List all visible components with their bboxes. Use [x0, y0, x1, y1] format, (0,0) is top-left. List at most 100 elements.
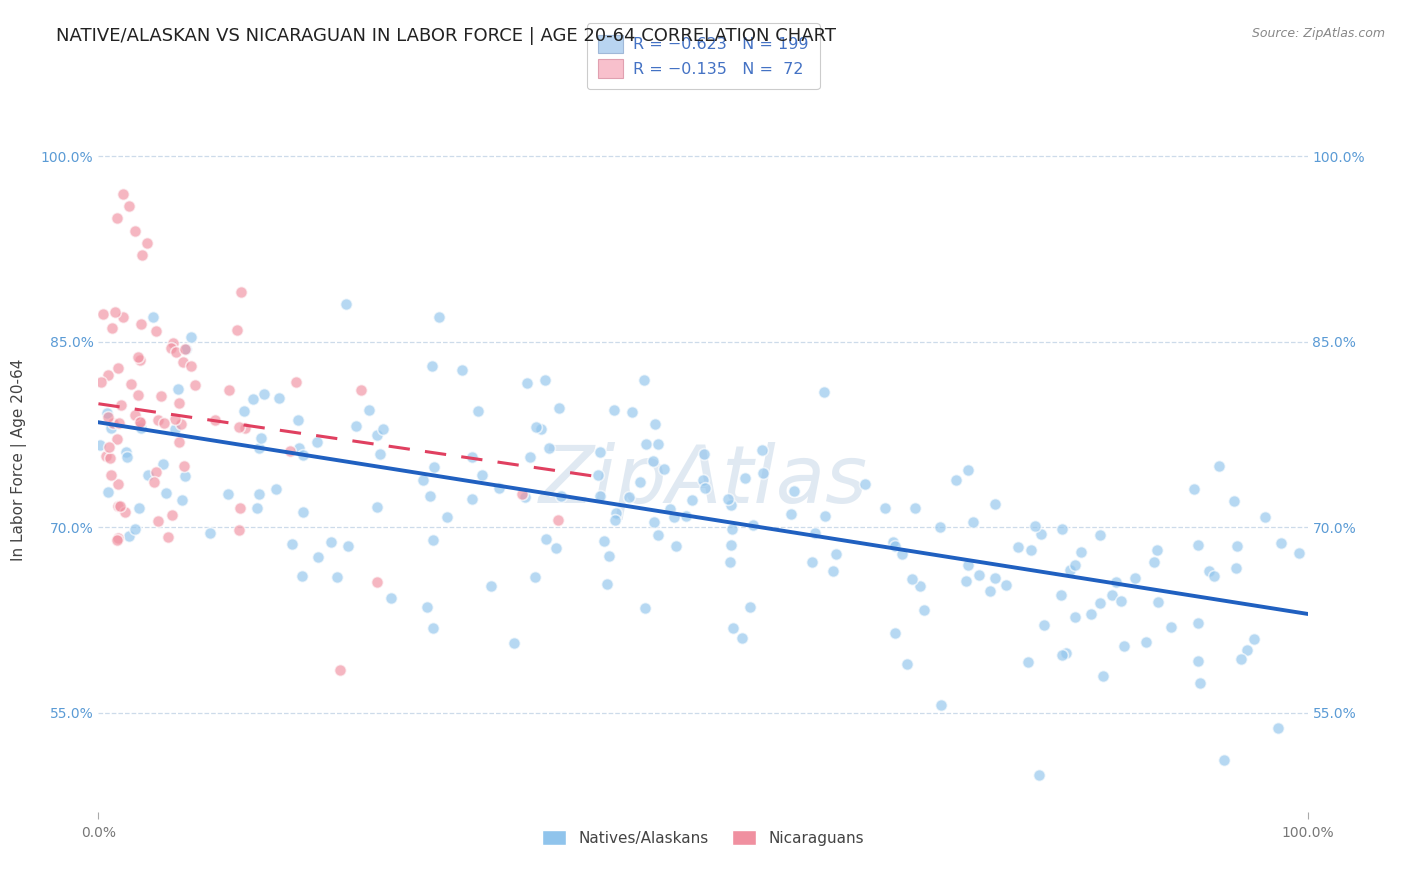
Point [152, 417, 174, 431]
Point [145, 325, 167, 339]
Point [479, 579, 502, 593]
Point [779, 507, 801, 521]
Point [233, 404, 256, 418]
Point [962, 515, 984, 529]
Point [135, 235, 157, 250]
Point [101, 417, 124, 431]
Point [246, 501, 269, 516]
Point [515, 490, 537, 504]
Point [107, 361, 129, 376]
Point [235, 421, 257, 435]
Point [884, 540, 907, 554]
Point [471, 467, 494, 482]
Point [368, 447, 391, 461]
Point [129, 416, 152, 430]
Point [165, 422, 187, 436]
Point [461, 450, 484, 465]
Point [891, 547, 914, 561]
Point [124, 224, 146, 238]
Point [380, 591, 402, 606]
Point [1114, 639, 1136, 653]
Point [957, 558, 980, 572]
Point [955, 574, 977, 589]
Point [104, 305, 127, 319]
Point [285, 375, 308, 389]
Point [156, 530, 179, 544]
Point [110, 500, 132, 514]
Point [436, 510, 458, 524]
Point [229, 285, 252, 299]
Point [1017, 655, 1039, 669]
Point [250, 431, 273, 445]
Point [884, 626, 907, 640]
Point [291, 448, 314, 462]
Point [1135, 635, 1157, 649]
Point [131, 317, 153, 331]
Point [1123, 571, 1146, 585]
Point [326, 570, 349, 584]
Point [127, 388, 149, 402]
Point [647, 437, 669, 451]
Point [100, 421, 122, 435]
Point [586, 468, 609, 483]
Point [128, 500, 150, 515]
Point [91, 307, 114, 321]
Point [98, 441, 121, 455]
Point [537, 441, 560, 455]
Point [96, 449, 118, 463]
Point [634, 437, 657, 451]
Point [1091, 669, 1114, 683]
Point [105, 211, 128, 226]
Point [1236, 642, 1258, 657]
Point [105, 533, 128, 547]
Point [136, 467, 159, 482]
Point [120, 376, 142, 391]
Point [605, 507, 627, 521]
Point [617, 490, 640, 504]
Point [603, 402, 626, 417]
Point [329, 663, 352, 677]
Point [422, 460, 444, 475]
Point [717, 492, 740, 507]
Point [593, 534, 616, 549]
Point [801, 555, 824, 569]
Point [1050, 522, 1073, 536]
Point [782, 483, 804, 498]
Point [1028, 767, 1050, 781]
Point [1007, 540, 1029, 554]
Point [321, 535, 343, 549]
Point [1024, 518, 1046, 533]
Point [1050, 588, 1073, 602]
Point [1243, 632, 1265, 646]
Point [658, 502, 681, 516]
Point [510, 487, 533, 501]
Point [652, 461, 675, 475]
Point [167, 396, 190, 410]
Point [160, 341, 183, 355]
Point [127, 351, 149, 365]
Point [595, 577, 617, 591]
Point [291, 569, 314, 583]
Point [1208, 459, 1230, 474]
Point [1064, 558, 1087, 572]
Point [695, 481, 717, 495]
Point [621, 405, 644, 419]
Point [172, 492, 194, 507]
Point [550, 489, 572, 503]
Point [335, 297, 357, 311]
Point [1213, 753, 1236, 767]
Point [681, 493, 703, 508]
Point [180, 330, 202, 344]
Point [249, 487, 271, 501]
Point [1088, 596, 1111, 610]
Point [929, 698, 952, 712]
Point [420, 359, 443, 373]
Point [1088, 528, 1111, 542]
Point [530, 422, 553, 436]
Point [292, 505, 315, 519]
Point [131, 421, 153, 435]
Point [117, 450, 139, 465]
Point [110, 398, 132, 412]
Point [693, 447, 716, 461]
Point [1254, 509, 1277, 524]
